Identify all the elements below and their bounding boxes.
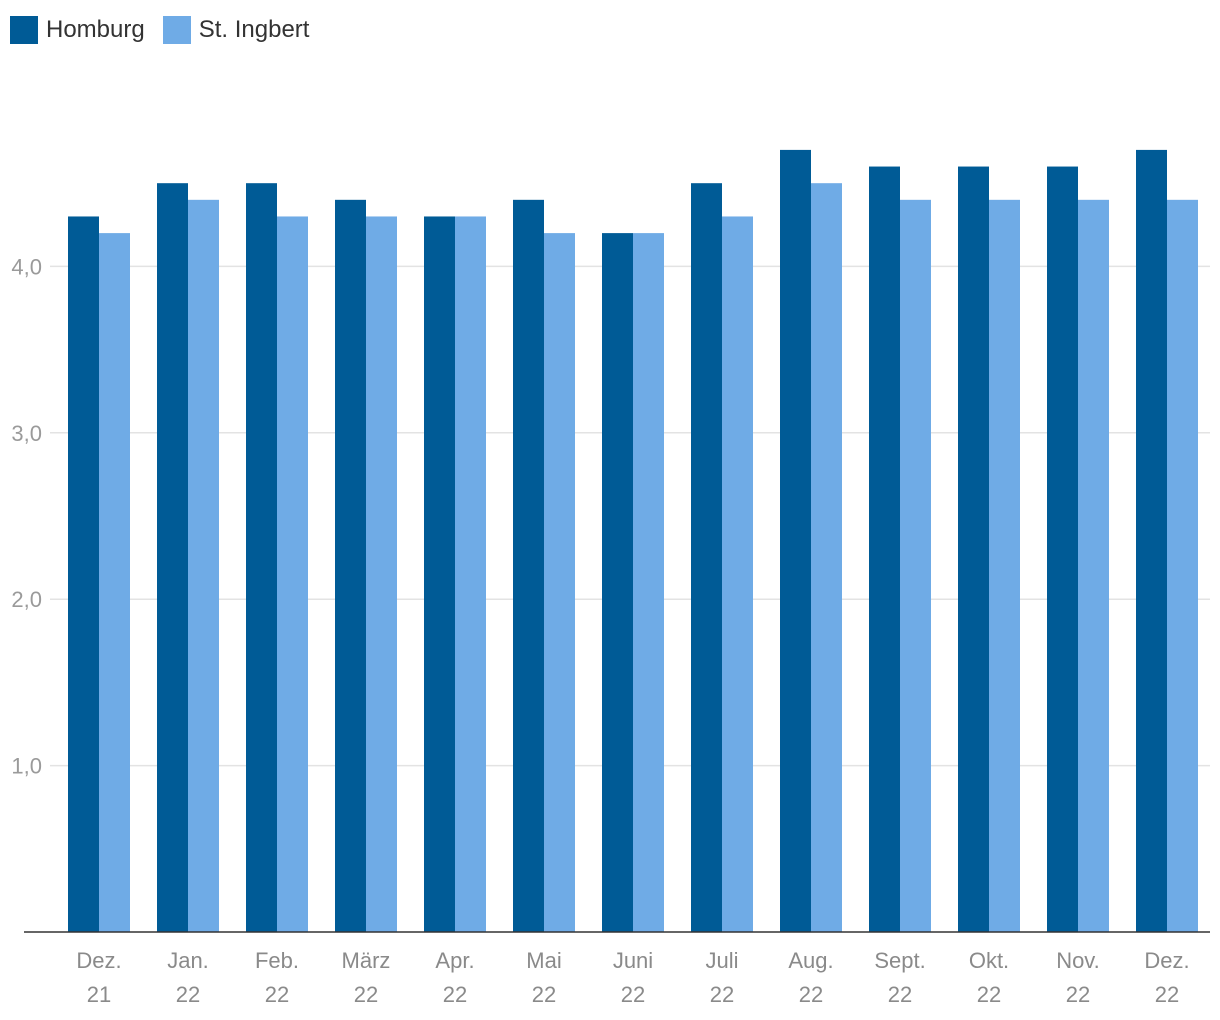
bar-st-ingbert	[633, 233, 664, 933]
bar-homburg	[68, 216, 99, 932]
legend: Homburg St. Ingbert	[10, 14, 327, 46]
x-tick-label: 22	[1066, 982, 1090, 1007]
x-tick-label: Nov.	[1056, 948, 1100, 973]
x-tick-label: Juni	[613, 948, 653, 973]
x-tick-label: Okt.	[969, 948, 1009, 973]
x-tick-label: 22	[265, 982, 289, 1007]
y-tick-label: 2,0	[11, 587, 42, 612]
x-tick-label: 22	[799, 982, 823, 1007]
x-tick-label: 22	[977, 982, 1001, 1007]
bar-homburg	[602, 233, 633, 933]
bar-st-ingbert	[1078, 199, 1109, 933]
x-tick-label: 21	[87, 982, 111, 1007]
bar-st-ingbert	[277, 216, 308, 932]
x-tick-label: 22	[354, 982, 378, 1007]
x-tick-label: März	[342, 948, 391, 973]
x-tick-label: Juli	[705, 948, 738, 973]
bar-st-ingbert	[544, 233, 575, 933]
bar-homburg	[513, 199, 544, 933]
bar-st-ingbert	[366, 216, 397, 932]
bar-st-ingbert	[722, 216, 753, 932]
bar-homburg	[1047, 166, 1078, 932]
y-tick-label: 1,0	[11, 754, 42, 779]
bar-homburg	[424, 216, 455, 932]
bar-st-ingbert	[455, 216, 486, 932]
x-tick-label: Dez.	[76, 948, 121, 973]
x-tick-label: 22	[888, 982, 912, 1007]
x-tick-label: Jan.	[167, 948, 209, 973]
x-tick-label: 22	[443, 982, 467, 1007]
legend-label-st-ingbert: St. Ingbert	[198, 16, 310, 43]
x-tick-label: Sept.	[874, 948, 925, 973]
x-tick-label: Apr.	[435, 948, 474, 973]
x-tick-label: Feb.	[255, 948, 299, 973]
bar-st-ingbert	[188, 199, 219, 933]
y-tick-label: 4,0	[11, 254, 42, 279]
legend-label-homburg: Homburg	[46, 16, 145, 43]
bar-homburg	[335, 199, 366, 933]
x-tick-label: 22	[176, 982, 200, 1007]
x-tick-label: Aug.	[788, 948, 833, 973]
bar-st-ingbert	[811, 183, 842, 932]
legend-item-homburg[interactable]: Homburg	[10, 16, 145, 44]
y-tick-label: 3,0	[11, 421, 42, 446]
x-tick-label: 22	[532, 982, 556, 1007]
x-tick-label: 22	[621, 982, 645, 1007]
legend-swatch-st-ingbert	[162, 16, 191, 44]
bar-homburg	[958, 166, 989, 932]
bar-st-ingbert	[989, 199, 1020, 933]
bar-st-ingbert	[99, 233, 130, 933]
bar-homburg	[246, 183, 277, 932]
bar-homburg	[780, 149, 811, 932]
legend-item-st-ingbert[interactable]: St. Ingbert	[162, 16, 310, 44]
legend-swatch-homburg	[10, 16, 38, 44]
bar-homburg	[1136, 149, 1167, 932]
bar-homburg	[869, 166, 900, 932]
bar-st-ingbert	[900, 199, 931, 933]
x-tick-label: 22	[710, 982, 734, 1007]
bar-homburg	[691, 183, 722, 932]
bar-homburg	[157, 183, 188, 932]
x-tick-label: Dez.	[1144, 948, 1189, 973]
x-tick-label: 22	[1155, 982, 1179, 1007]
x-tick-label: Mai	[526, 948, 561, 973]
bar-st-ingbert	[1167, 199, 1198, 933]
